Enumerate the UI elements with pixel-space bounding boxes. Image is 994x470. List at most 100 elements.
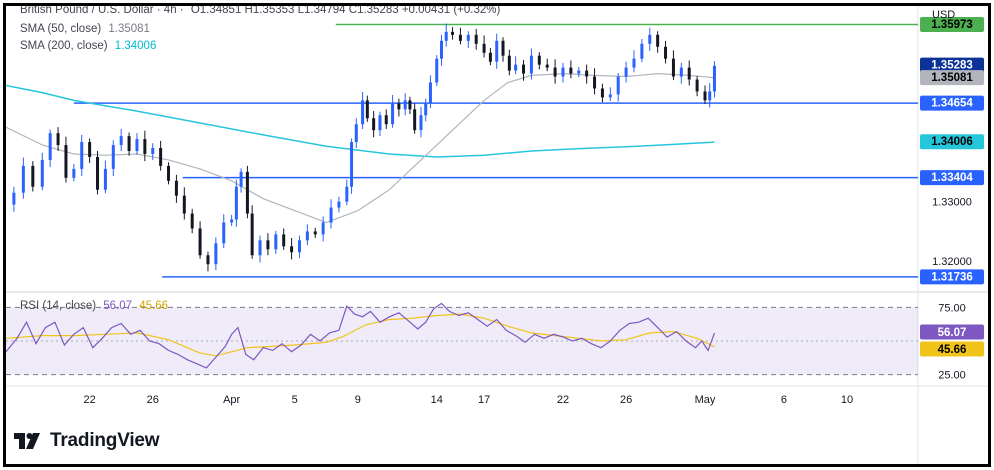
- candle-body: [378, 115, 382, 131]
- candle-body: [80, 142, 84, 169]
- rsi-line: [6, 302, 716, 369]
- price-tag: [920, 134, 984, 150]
- sma50-label: SMA (50, close): [20, 23, 102, 35]
- candle-body: [616, 76, 620, 95]
- candle-body: [96, 156, 100, 190]
- candle-body: [482, 43, 486, 53]
- candle-body: [40, 159, 44, 187]
- price-tag-label: 1.31736: [931, 271, 973, 283]
- time-tick-label: 10: [841, 394, 853, 406]
- candle-body: [391, 103, 395, 125]
- candle-body: [56, 133, 60, 146]
- candle-body: [451, 31, 455, 35]
- candle-body: [64, 145, 68, 178]
- rsi-value-tag-label: 56.07: [938, 327, 967, 339]
- time-tick-label: 26: [620, 394, 632, 406]
- candle-body: [708, 91, 712, 101]
- candle-body: [31, 165, 35, 187]
- symbol-title[interactable]: British Pound / U.S. Dollar · 4h ·: [20, 4, 184, 16]
- time-tick-label: 22: [557, 394, 569, 406]
- candle-body: [321, 222, 325, 235]
- candle-body: [419, 115, 423, 131]
- candle-body: [397, 103, 401, 110]
- time-tick-label: May: [695, 394, 716, 406]
- candle-body: [234, 186, 238, 220]
- candle-body: [345, 186, 349, 202]
- tradingview-logo-text: TradingView: [50, 430, 160, 451]
- sma50-legend[interactable]: SMA (50, close) 1.35081: [20, 23, 154, 35]
- candle-body: [577, 70, 581, 74]
- candle-body: [239, 171, 243, 187]
- candle-body: [569, 67, 573, 74]
- candle-body: [413, 109, 417, 131]
- candle-body: [206, 255, 210, 265]
- price-tag-label: 1.35283: [931, 60, 973, 72]
- price-tick-label: 1.33000: [932, 197, 972, 209]
- rsi-legend[interactable]: RSI (14, close) 56.07 45.66: [20, 300, 172, 312]
- candle-body: [593, 76, 597, 89]
- sma200-value: 1.34006: [114, 40, 157, 52]
- price-tag: [920, 95, 984, 111]
- candle-body: [507, 55, 511, 71]
- candle-body: [656, 34, 660, 47]
- rsi-ma-line: [6, 313, 715, 357]
- candle-body: [403, 100, 407, 110]
- candle-body: [297, 240, 301, 253]
- candle-body: [198, 228, 202, 256]
- candle-body: [648, 34, 652, 44]
- candle-body: [258, 240, 262, 256]
- sma50-value: 1.35081: [108, 23, 150, 35]
- candle-body: [48, 133, 52, 160]
- candle-body: [514, 64, 518, 71]
- candle-body: [435, 58, 439, 83]
- candle-body: [135, 139, 139, 151]
- rsi-value: 56.07: [103, 300, 133, 312]
- candle-body: [428, 82, 432, 104]
- candle-body: [632, 58, 636, 68]
- price-tag: [920, 269, 984, 285]
- chart-frame: 75.0025.001.330001.320001.359731.3528301…: [3, 3, 991, 467]
- candle-body: [703, 91, 707, 101]
- price-tag-label: 1.35973: [931, 19, 973, 31]
- tradingview-logo-icon: [14, 433, 40, 449]
- candle-body: [12, 192, 16, 205]
- candle-body: [190, 213, 194, 229]
- chart-svg[interactable]: 75.0025.001.330001.320001.359731.3528301…: [6, 6, 988, 464]
- price-tag: [920, 17, 984, 33]
- candle-body: [111, 145, 115, 169]
- time-tick-label: 14: [431, 394, 443, 406]
- candle-body: [337, 201, 341, 208]
- candle-body: [21, 165, 25, 193]
- candle-body: [537, 55, 541, 65]
- candle-body: [444, 31, 448, 41]
- sma200-legend[interactable]: SMA (200, close) 1.34006: [20, 40, 160, 52]
- time-tick-label: 26: [147, 394, 159, 406]
- candle-body: [313, 231, 317, 235]
- candle-body: [266, 240, 270, 250]
- tradingview-logo[interactable]: TradingView: [14, 430, 160, 452]
- candle-body: [290, 246, 294, 253]
- candle-body: [282, 234, 286, 247]
- candle-body: [545, 64, 549, 68]
- price-tag-label: 1.33404: [931, 172, 973, 184]
- candle-body: [182, 195, 186, 214]
- sma50-line: [6, 72, 715, 224]
- candle-body: [474, 34, 478, 44]
- time-tick-label: 9: [355, 394, 361, 406]
- candle-body: [687, 67, 691, 80]
- time-tick-label: 5: [292, 394, 298, 406]
- price-tag-label: 1.34654: [931, 98, 973, 110]
- symbol-legend: British Pound / U.S. Dollar · 4h · O1.34…: [20, 4, 504, 16]
- candle-body: [143, 139, 147, 154]
- rsi-value-tag: [920, 341, 984, 357]
- currency-label[interactable]: USD: [932, 9, 956, 21]
- candle-body: [488, 52, 492, 62]
- candle-body: [664, 46, 668, 59]
- candle-body: [103, 168, 107, 190]
- candle-body: [466, 34, 470, 41]
- price-tick-label: 1.32000: [932, 256, 972, 268]
- candle-body: [624, 67, 628, 77]
- time-tick-label: 22: [84, 394, 96, 406]
- candle-body: [274, 234, 278, 250]
- candle-body: [408, 100, 412, 110]
